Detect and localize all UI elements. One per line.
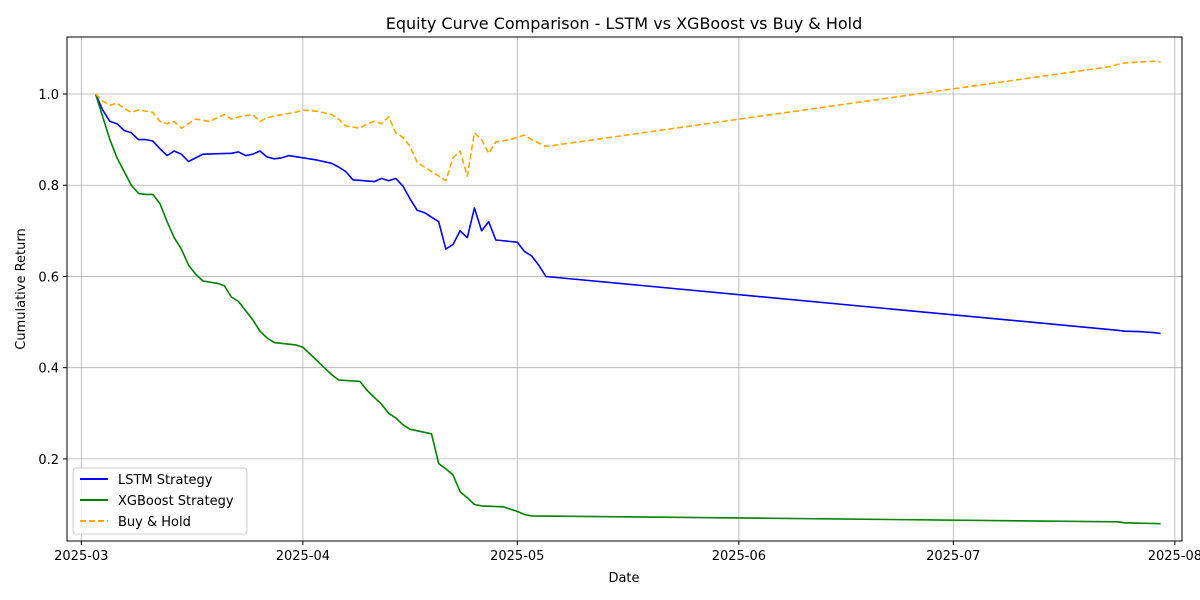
x-tick-label: 2025-05 <box>490 549 544 564</box>
y-axis-label: Cumulative Return <box>14 228 29 349</box>
chart-title: Equity Curve Comparison - LSTM vs XGBoos… <box>386 14 863 33</box>
legend-label-xgboost: XGBoost Strategy <box>118 494 234 509</box>
legend-label-buy-hold: Buy & Hold <box>118 515 191 530</box>
grid <box>67 37 1182 541</box>
x-tick-label: 2025-04 <box>276 549 330 564</box>
y-tick-label: 0.6 <box>38 270 59 285</box>
x-tick-label: 2025-03 <box>54 549 108 564</box>
legend-box <box>72 467 248 535</box>
legend-label-lstm: LSTM Strategy <box>118 473 213 488</box>
x-axis-label: Date <box>608 571 639 586</box>
x-tick-label: 2025-06 <box>712 549 766 564</box>
x-tick-label: 2025-08 <box>1148 549 1200 564</box>
x-axis-ticks: 2025-03 2025-04 2025-05 2025-06 2025-07 2025-… <box>54 541 1200 564</box>
series-layer <box>94 60 1161 525</box>
x-tick-label: 2025-07 <box>926 549 980 564</box>
series-line-xgboost <box>94 93 1161 525</box>
y-tick-label: 1.0 <box>38 88 59 103</box>
series-line-buy-hold <box>95 60 1161 182</box>
series-line-lstm <box>94 93 1161 335</box>
y-tick-label: 0.4 <box>38 362 59 377</box>
y-tick-label: 0.8 <box>38 179 59 194</box>
y-axis-ticks: 0.2 0.4 0.6 0.8 1.0 <box>38 88 67 468</box>
y-tick-label: 0.2 <box>38 453 59 468</box>
plot-frame <box>66 36 1183 542</box>
legend: LSTM Strategy XGBoost Strategy Buy & Hol… <box>72 467 248 535</box>
